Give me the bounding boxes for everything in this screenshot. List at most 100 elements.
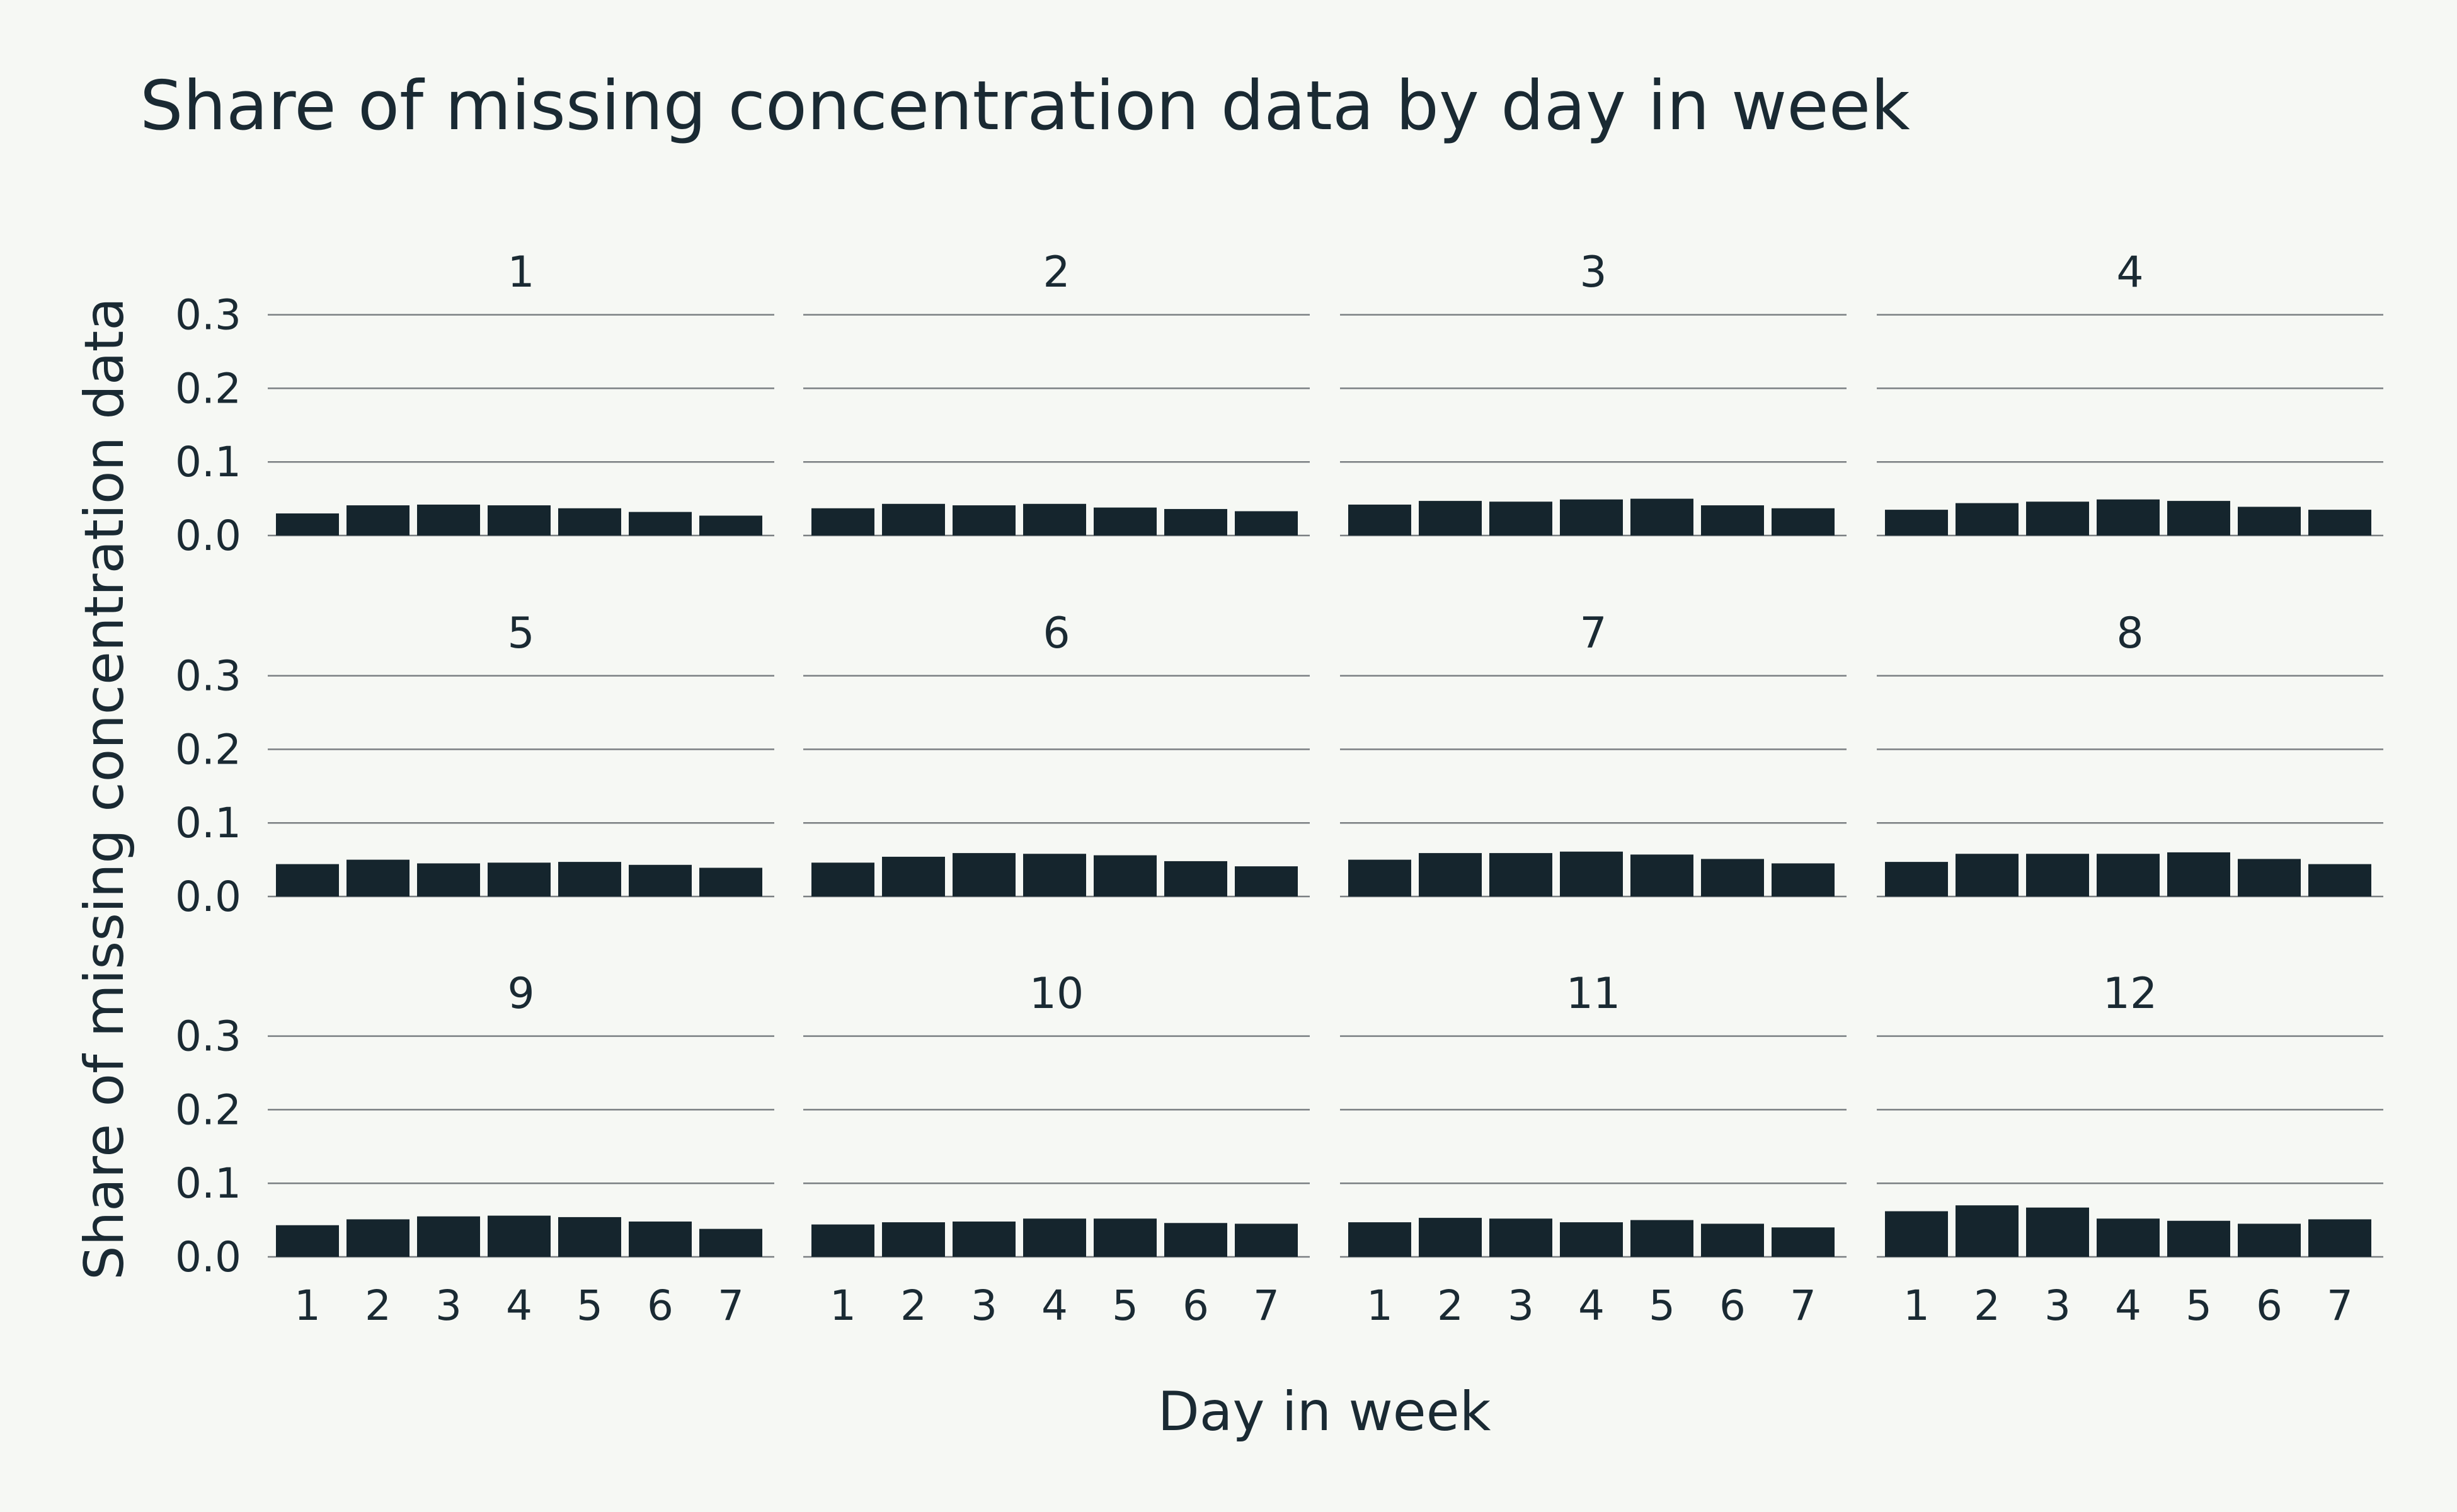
bar — [1235, 1223, 1298, 1257]
facet-panel-3: 3 — [1340, 248, 1847, 537]
x-axis-title: Day in week — [1158, 1380, 1491, 1443]
bar — [1560, 499, 1623, 536]
facet-panel-5: 5 0.0 0.1 0.2 0.3 — [175, 609, 774, 921]
bar — [1348, 859, 1411, 896]
facet-label: 6 — [1043, 609, 1070, 658]
bar — [1419, 1218, 1482, 1257]
facet-panel-9: 9 0.0 0.1 0.2 0.3 1 2 3 4 5 6 7 — [175, 969, 774, 1330]
y-tick-label: 0.0 — [175, 512, 241, 560]
x-tick-label: 3 — [971, 1281, 997, 1330]
bar — [2097, 499, 2160, 536]
bar — [953, 505, 1016, 536]
bar — [1560, 1222, 1623, 1257]
bar — [1164, 861, 1227, 896]
bar — [276, 864, 339, 896]
bar — [1489, 1218, 1552, 1257]
bar — [1701, 859, 1764, 896]
bar — [417, 1216, 480, 1257]
bar — [488, 1215, 551, 1257]
bar — [1348, 1222, 1411, 1257]
x-tick-label: 7 — [718, 1281, 744, 1330]
bar — [953, 853, 1016, 896]
bar — [276, 1225, 339, 1257]
bar — [1956, 854, 2019, 896]
bar — [2308, 1219, 2371, 1257]
facet-panel-12: 121 2 3 4 5 6 7 — [1877, 969, 2383, 1330]
x-tick-label: 6 — [2256, 1281, 2282, 1330]
facet-label: 9 — [507, 969, 534, 1019]
bar — [811, 1224, 874, 1257]
bar — [699, 515, 762, 536]
bar — [1885, 1211, 1948, 1257]
x-tick-label: 1 — [830, 1281, 856, 1330]
bar — [882, 1222, 945, 1257]
x-tick-label: 6 — [647, 1281, 673, 1330]
facet-panel-7: 7 — [1340, 609, 1847, 898]
x-tick-label: 2 — [1437, 1281, 1463, 1330]
bar — [1701, 1223, 1764, 1257]
bar — [1164, 1223, 1227, 1257]
bar — [1630, 854, 1693, 896]
facet-panel-6: 6 — [803, 609, 1310, 898]
bar — [882, 856, 945, 896]
x-tick-label: 4 — [506, 1281, 532, 1330]
x-tick-label: 3 — [435, 1281, 462, 1330]
facet-label: 4 — [2116, 248, 2143, 297]
facet-grid: 10.00.10.20.32 3 450.00.10.20.36 7 890.00.10… — [175, 248, 2383, 1330]
bar — [2167, 852, 2230, 896]
bar — [953, 1221, 1016, 1257]
chart-title: Share of missing concentration data by d… — [140, 67, 1910, 146]
bar — [811, 508, 874, 536]
x-tick-label: 2 — [1974, 1281, 2000, 1330]
y-tick-label: 0.3 — [175, 652, 241, 701]
bar — [1772, 508, 1835, 536]
bar — [2167, 1220, 2230, 1257]
bar — [1956, 1205, 2019, 1257]
bar — [2308, 864, 2371, 896]
bar — [2026, 501, 2089, 536]
bar — [1701, 505, 1764, 536]
y-tick-label: 0.3 — [175, 1012, 241, 1061]
bar — [2238, 1223, 2301, 1257]
x-tick-label: 5 — [576, 1281, 603, 1330]
x-tick-label: 4 — [1578, 1281, 1605, 1330]
y-tick-label: 0.2 — [175, 1085, 241, 1134]
y-tick-label: 0.3 — [175, 291, 241, 340]
facet-label: 7 — [1579, 609, 1606, 658]
bar — [346, 859, 410, 896]
bar — [1560, 851, 1623, 896]
bar — [1235, 511, 1298, 536]
facet-panel-1: 1 0.0 0.1 0.2 0.3 — [175, 248, 774, 560]
bar — [1023, 503, 1086, 536]
bar — [2238, 859, 2301, 896]
bar — [699, 1228, 762, 1257]
bar — [2308, 510, 2371, 536]
bar — [558, 862, 621, 896]
facet-label: 11 — [1566, 969, 1621, 1019]
bar — [1885, 510, 1948, 536]
facet-label: 10 — [1029, 969, 1084, 1019]
bar — [629, 1221, 692, 1257]
facet-panel-10: 10 1 2 3 4 5 6 7 — [803, 969, 1310, 1330]
bar — [1956, 503, 2019, 536]
bar — [346, 1219, 410, 1257]
x-tick-label: 3 — [1508, 1281, 1534, 1330]
y-tick-label: 0.1 — [175, 438, 241, 486]
bar — [1094, 507, 1157, 536]
bar — [1094, 855, 1157, 896]
x-tick-label: 3 — [2044, 1281, 2071, 1330]
x-tick-label: 2 — [365, 1281, 391, 1330]
x-tick-label: 4 — [2115, 1281, 2141, 1330]
x-tick-label: 7 — [1253, 1281, 1280, 1330]
bar — [2026, 1207, 2089, 1257]
y-tick-label: 0.1 — [175, 799, 241, 847]
bar — [1489, 853, 1552, 896]
x-tick-label: 5 — [1112, 1281, 1138, 1330]
facet-label: 12 — [2103, 969, 2158, 1019]
bar — [811, 862, 874, 896]
bar — [882, 503, 945, 536]
facet-label: 8 — [2116, 609, 2143, 658]
x-tick-label: 6 — [1719, 1281, 1746, 1330]
x-tick-label: 7 — [1790, 1281, 1816, 1330]
